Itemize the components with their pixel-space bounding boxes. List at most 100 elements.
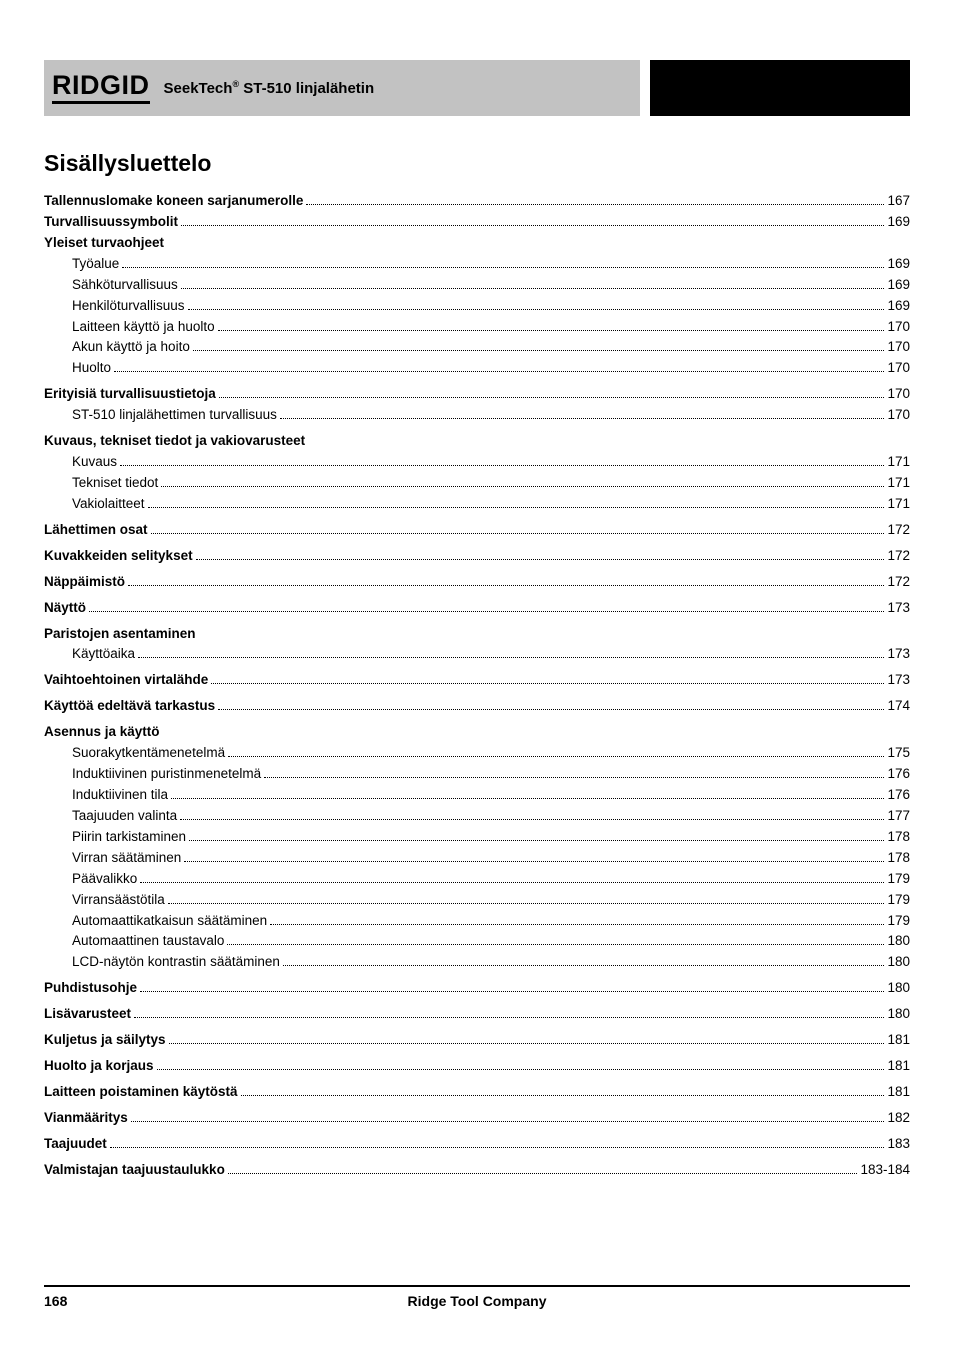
toc-label: Käyttöaika bbox=[72, 646, 135, 661]
toc-leader bbox=[264, 777, 884, 778]
toc-label-wrap: Kuvaus bbox=[44, 452, 117, 473]
toc-label: Akun käyttö ja hoito bbox=[72, 339, 190, 354]
header-band: RIDGID SeekTech® ST-510 linjalähetin bbox=[44, 60, 910, 116]
toc-leader bbox=[181, 225, 884, 226]
toc-entry: Piirin tarkistaminen 178 bbox=[44, 827, 910, 848]
toc-label-wrap: Henkilöturvallisuus bbox=[44, 296, 185, 317]
toc-label: Laitteen poistaminen käytöstä bbox=[44, 1084, 238, 1099]
toc-label-wrap: Akun käyttö ja hoito bbox=[44, 337, 190, 358]
toc-page: 171 bbox=[887, 494, 910, 515]
toc-page: 178 bbox=[887, 848, 910, 869]
toc-label: Näppäimistö bbox=[44, 574, 125, 589]
toc-label: Suorakytkentämenetelmä bbox=[72, 745, 225, 760]
toc-label-wrap: Automaattikatkaisun säätäminen bbox=[44, 911, 267, 932]
toc-page: 180 bbox=[887, 952, 910, 973]
toc-label-wrap: ST-510 linjalähettimen turvallisuus bbox=[44, 405, 277, 426]
toc-page: 174 bbox=[887, 696, 910, 717]
toc-leader bbox=[193, 350, 885, 351]
toc-label-wrap: LCD-näytön kontrastin säätäminen bbox=[44, 952, 280, 973]
toc-label-wrap: Päävalikko bbox=[44, 869, 137, 890]
toc-leader bbox=[151, 533, 885, 534]
toc-leader bbox=[140, 882, 884, 883]
toc-entry: Päävalikko 179 bbox=[44, 869, 910, 890]
toc-label: Työalue bbox=[72, 256, 119, 271]
toc-label-wrap: Induktiivinen puristinmenetelmä bbox=[44, 764, 261, 785]
toc-entry: Kuvakkeiden selitykset 172 bbox=[44, 546, 910, 567]
toc-page: 170 bbox=[887, 358, 910, 379]
toc-entry: Turvallisuussymbolit 169 bbox=[44, 212, 910, 233]
toc-leader bbox=[270, 924, 884, 925]
toc-entry: Näyttö 173 bbox=[44, 598, 910, 619]
header-product-title: SeekTech® ST-510 linjalähetin bbox=[164, 79, 375, 97]
toc-leader bbox=[218, 709, 884, 710]
toc-section-head: Yleiset turvaohjeet bbox=[44, 233, 910, 254]
toc-page: 183 bbox=[887, 1134, 910, 1155]
toc-leader bbox=[122, 267, 884, 268]
toc-label: Kuvaus bbox=[72, 454, 117, 469]
toc-section-head: Paristojen asentaminen bbox=[44, 624, 910, 645]
toc-label-wrap: Puhdistusohje bbox=[44, 978, 137, 999]
toc-label-wrap: Virran säätäminen bbox=[44, 848, 181, 869]
toc-entry: Käyttöaika 173 bbox=[44, 644, 910, 665]
toc-label: Käyttöä edeltävä tarkastus bbox=[44, 698, 215, 713]
header-right-band bbox=[650, 60, 910, 116]
toc-leader bbox=[157, 1069, 885, 1070]
toc-page: 172 bbox=[887, 546, 910, 567]
toc-page: 180 bbox=[887, 978, 910, 999]
toc-label-wrap: Suorakytkentämenetelmä bbox=[44, 743, 225, 764]
toc-entry: Laitteen käyttö ja huolto 170 bbox=[44, 317, 910, 338]
toc-label: Induktiivinen puristinmenetelmä bbox=[72, 766, 261, 781]
toc-entry: Näppäimistö 172 bbox=[44, 572, 910, 593]
toc-page: 181 bbox=[887, 1082, 910, 1103]
toc-entry: Huolto ja korjaus 181 bbox=[44, 1056, 910, 1077]
toc-label-wrap: Näppäimistö bbox=[44, 572, 125, 593]
toc-entry: Henkilöturvallisuus 169 bbox=[44, 296, 910, 317]
toc-label-wrap: Käyttöaika bbox=[44, 644, 135, 665]
toc-entry: Virran säätäminen 178 bbox=[44, 848, 910, 869]
toc-label: Sähköturvallisuus bbox=[72, 277, 178, 292]
toc-page: 176 bbox=[887, 785, 910, 806]
toc-label-wrap: Laitteen poistaminen käytöstä bbox=[44, 1082, 238, 1103]
toc-label: Kuvakkeiden selitykset bbox=[44, 548, 193, 563]
toc-entry: Automaattinen taustavalo 180 bbox=[44, 931, 910, 952]
footer-company: Ridge Tool Company bbox=[44, 1293, 910, 1309]
toc-label: Valmistajan taajuustaulukko bbox=[44, 1162, 225, 1177]
toc-entry: Automaattikatkaisun säätäminen 179 bbox=[44, 911, 910, 932]
toc-label-wrap: Taajuuden valinta bbox=[44, 806, 177, 827]
toc-page: 171 bbox=[887, 452, 910, 473]
toc-section-head: Asennus ja käyttö bbox=[44, 722, 910, 743]
toc-leader bbox=[171, 798, 884, 799]
table-of-contents: Tallennuslomake koneen sarjanumerolle 16… bbox=[44, 191, 910, 1181]
toc-entry: Taajuudet 183 bbox=[44, 1134, 910, 1155]
toc-label: Virransäästötila bbox=[72, 892, 165, 907]
toc-entry: Sähköturvallisuus 169 bbox=[44, 275, 910, 296]
header-left-band: RIDGID SeekTech® ST-510 linjalähetin bbox=[44, 60, 640, 116]
toc-leader bbox=[218, 330, 885, 331]
toc-label: Huolto ja korjaus bbox=[44, 1058, 154, 1073]
toc-leader bbox=[280, 418, 885, 419]
toc-label: Automaattinen taustavalo bbox=[72, 933, 224, 948]
toc-leader bbox=[161, 486, 884, 487]
toc-entry: Vianmääritys 182 bbox=[44, 1108, 910, 1129]
toc-page: 172 bbox=[887, 572, 910, 593]
toc-page: 182 bbox=[887, 1108, 910, 1129]
toc-label-wrap: Virransäästötila bbox=[44, 890, 165, 911]
toc-label-wrap: Vianmääritys bbox=[44, 1108, 128, 1129]
toc-entry: Huolto 170 bbox=[44, 358, 910, 379]
toc-label: Tallennuslomake koneen sarjanumerolle bbox=[44, 193, 303, 208]
toc-page: 169 bbox=[887, 296, 910, 317]
toc-entry: Taajuuden valinta 177 bbox=[44, 806, 910, 827]
toc-page: 179 bbox=[887, 911, 910, 932]
toc-leader bbox=[180, 819, 884, 820]
toc-label-wrap: Huolto bbox=[44, 358, 111, 379]
toc-entry: Kuljetus ja säilytys 181 bbox=[44, 1030, 910, 1051]
toc-entry: Lisävarusteet 180 bbox=[44, 1004, 910, 1025]
toc-entry: Työalue 169 bbox=[44, 254, 910, 275]
toc-page: 175 bbox=[887, 743, 910, 764]
toc-entry: Induktiivinen tila 176 bbox=[44, 785, 910, 806]
toc-label: Vaihtoehtoinen virtalähde bbox=[44, 672, 208, 687]
toc-leader bbox=[138, 657, 884, 658]
toc-entry: Laitteen poistaminen käytöstä 181 bbox=[44, 1082, 910, 1103]
toc-label: Näyttö bbox=[44, 600, 86, 615]
toc-label: Erityisiä turvallisuustietoja bbox=[44, 386, 216, 401]
